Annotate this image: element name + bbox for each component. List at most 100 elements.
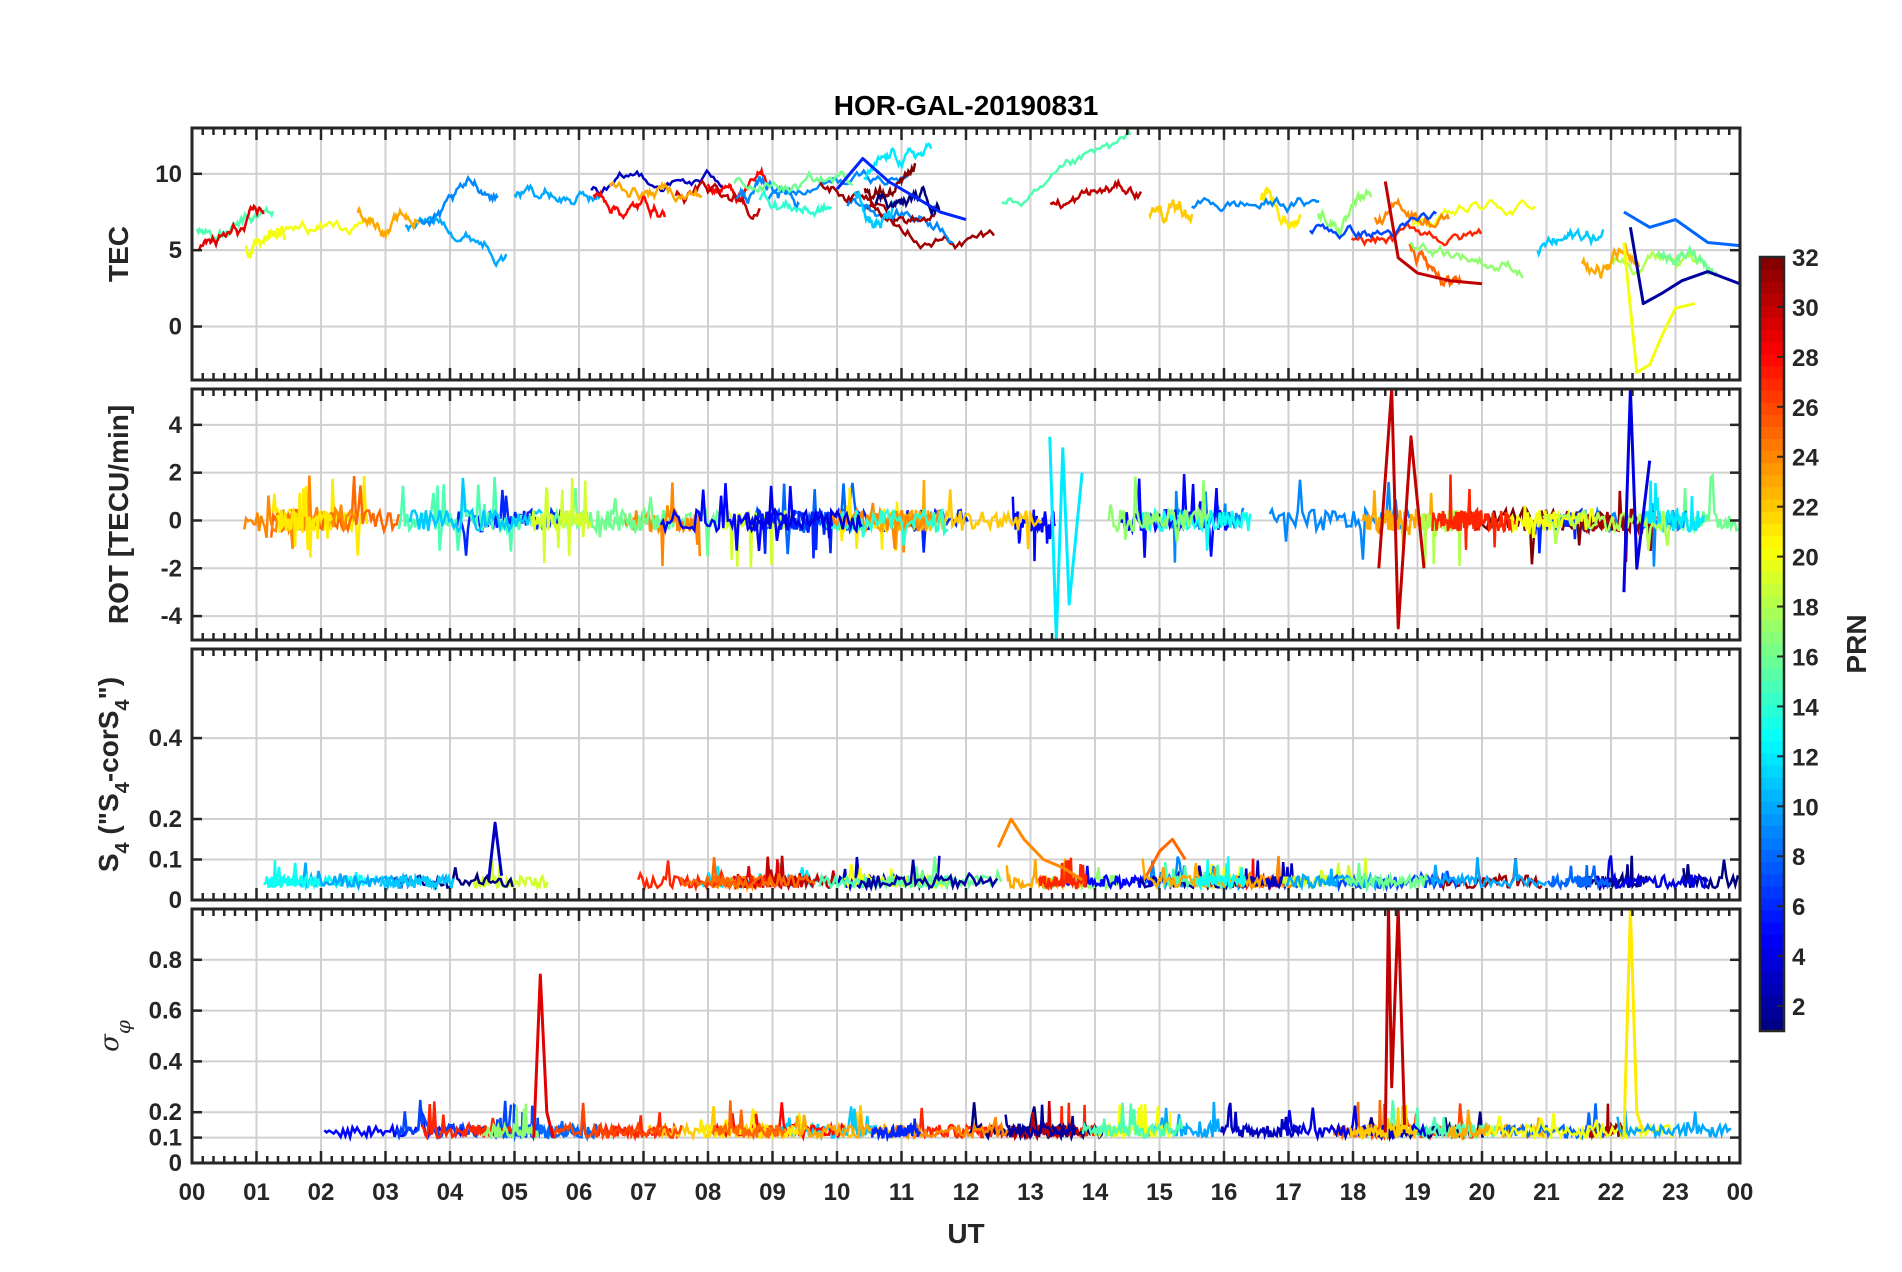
panel-s4-trace xyxy=(1596,855,1709,892)
panel-s4-trace xyxy=(1037,857,1088,892)
colorbar-segment xyxy=(1760,910,1784,923)
colorbar-segment xyxy=(1760,982,1784,996)
panel-sigma-ytick-label: 0.1 xyxy=(149,1125,182,1152)
series-rot-prn-12 xyxy=(1048,436,1084,640)
x-tick-label: 02 xyxy=(308,1179,335,1206)
colorbar-segment xyxy=(1760,668,1784,681)
panel-sigma-ytick-label: 0.6 xyxy=(149,998,182,1025)
panel-sigma-trace xyxy=(711,1100,786,1141)
colorbar-segment xyxy=(1760,390,1784,403)
series-tec-prn-6 xyxy=(835,157,967,222)
colorbar-tick-label: 28 xyxy=(1792,345,1819,372)
panel-sigma-traces xyxy=(323,909,1732,1143)
panel-sigma-ytick-label: 0.4 xyxy=(149,1048,183,1075)
x-tick-label: 16 xyxy=(1211,1179,1238,1206)
colorbar-segment xyxy=(1760,837,1784,851)
panel-s4-trace xyxy=(879,856,1003,891)
colorbar-segment xyxy=(1760,559,1784,573)
panel-s4-trace xyxy=(1344,862,1429,893)
x-axis-label: UT xyxy=(947,1218,984,1249)
panel-rot-trace xyxy=(744,485,863,539)
panel-rot: -4 -2 0 2 4 ROT [TECU/min] xyxy=(103,387,1742,642)
panel-rot-trace xyxy=(1141,506,1252,551)
panel-rot-trace xyxy=(1469,505,1614,565)
x-tick-label: 09 xyxy=(759,1179,786,1206)
panel-sigma-trace xyxy=(1484,1115,1606,1141)
panel-sigma-trace xyxy=(1283,1105,1427,1142)
colorbar-tick-label: 26 xyxy=(1792,395,1819,422)
colorbar-segment xyxy=(1760,680,1784,693)
panel-rot-ytick-label: 0 xyxy=(169,507,182,534)
colorbar-segment xyxy=(1760,365,1784,379)
colorbar-tick-label: 18 xyxy=(1792,595,1819,622)
panel-s4-trace xyxy=(1196,856,1247,893)
colorbar-segment xyxy=(1760,728,1784,742)
panel-s4-trace xyxy=(379,871,455,892)
colorbar-segment xyxy=(1760,377,1784,391)
panel-rot-trace xyxy=(1120,473,1230,558)
panel-rot-ylabel: ROT [TECU/min] xyxy=(103,405,134,624)
panel-tec-trace xyxy=(197,203,265,252)
panel-sigma-ytick-label: 0.2 xyxy=(149,1099,182,1126)
colorbar-segment xyxy=(1760,704,1784,718)
series-sigma-prn-29 xyxy=(532,973,555,1138)
series-s4-prn-24 xyxy=(996,817,1083,882)
panel-rot-traces xyxy=(243,389,1740,640)
colorbar-segment xyxy=(1760,631,1784,645)
colorbar-tick-label: 20 xyxy=(1792,545,1819,572)
colorbar-segment xyxy=(1760,293,1784,306)
colorbar-segment xyxy=(1760,777,1784,790)
colorbar-segment xyxy=(1760,934,1784,947)
colorbar-segment xyxy=(1760,257,1784,270)
colorbar-segment xyxy=(1760,498,1784,512)
colorbar-segment xyxy=(1760,994,1784,1008)
panel-rot-trace xyxy=(1542,509,1671,551)
panel-rot-ytick-label: 4 xyxy=(169,412,183,439)
panel-tec-ytick-label: 0 xyxy=(169,314,182,341)
panel-sigma-trace xyxy=(1081,1102,1184,1139)
panel-sigma-trace xyxy=(870,1118,922,1143)
x-tick-label: 21 xyxy=(1533,1179,1560,1206)
series-rot-prn-4 xyxy=(1622,389,1652,593)
panel-rot-trace xyxy=(408,477,549,534)
colorbar-segment xyxy=(1760,523,1784,536)
colorbar-segment xyxy=(1760,885,1784,899)
panel-tec-traces xyxy=(195,128,1740,374)
panel-tec-trace xyxy=(1580,241,1641,279)
colorbar-segment xyxy=(1760,547,1784,560)
x-tick-label: 11 xyxy=(889,1179,914,1206)
panel-tec-trace xyxy=(1191,196,1320,215)
colorbar-segment xyxy=(1760,535,1784,548)
x-tick-label: 08 xyxy=(695,1179,722,1206)
colorbar-segment xyxy=(1760,571,1784,585)
colorbar-segment xyxy=(1760,1006,1784,1020)
panel-tec-trace xyxy=(1001,128,1132,208)
panel-sigma-trace xyxy=(1616,1108,1732,1140)
panel-sigma-trace xyxy=(590,1112,680,1142)
chart-title: HOR-GAL-20190831 xyxy=(834,90,1099,121)
panel-rot-trace xyxy=(275,486,333,558)
panel-tec-trace xyxy=(1049,177,1143,210)
colorbar-segment xyxy=(1760,474,1784,488)
colorbar-tick-label: 14 xyxy=(1792,694,1819,721)
colorbar-segment xyxy=(1760,764,1784,778)
series-s4-prn-3 xyxy=(487,821,504,880)
panel-s4-ytick-label: 0.2 xyxy=(149,806,182,833)
colorbar-segment xyxy=(1760,607,1784,621)
colorbar-segment xyxy=(1760,716,1784,730)
colorbar-segment xyxy=(1760,644,1784,657)
panel-rot-trace xyxy=(530,477,593,564)
panel-rot-ytick-label: 2 xyxy=(169,460,182,487)
panel-sigma-trace xyxy=(481,1103,540,1142)
series-tec-prn-20 xyxy=(1622,242,1696,374)
panel-tec-trace xyxy=(1655,244,1718,278)
panel-tec-trace xyxy=(758,189,833,219)
panel-s4-ytick-label: 0.4 xyxy=(149,725,183,752)
series-s4-prn-25 xyxy=(1145,837,1187,877)
panel-tec-trace xyxy=(356,205,420,241)
panel-rot-ytick-label: -4 xyxy=(161,603,183,630)
colorbar-segment xyxy=(1760,789,1784,802)
panel-rot-trace xyxy=(1431,474,1484,533)
